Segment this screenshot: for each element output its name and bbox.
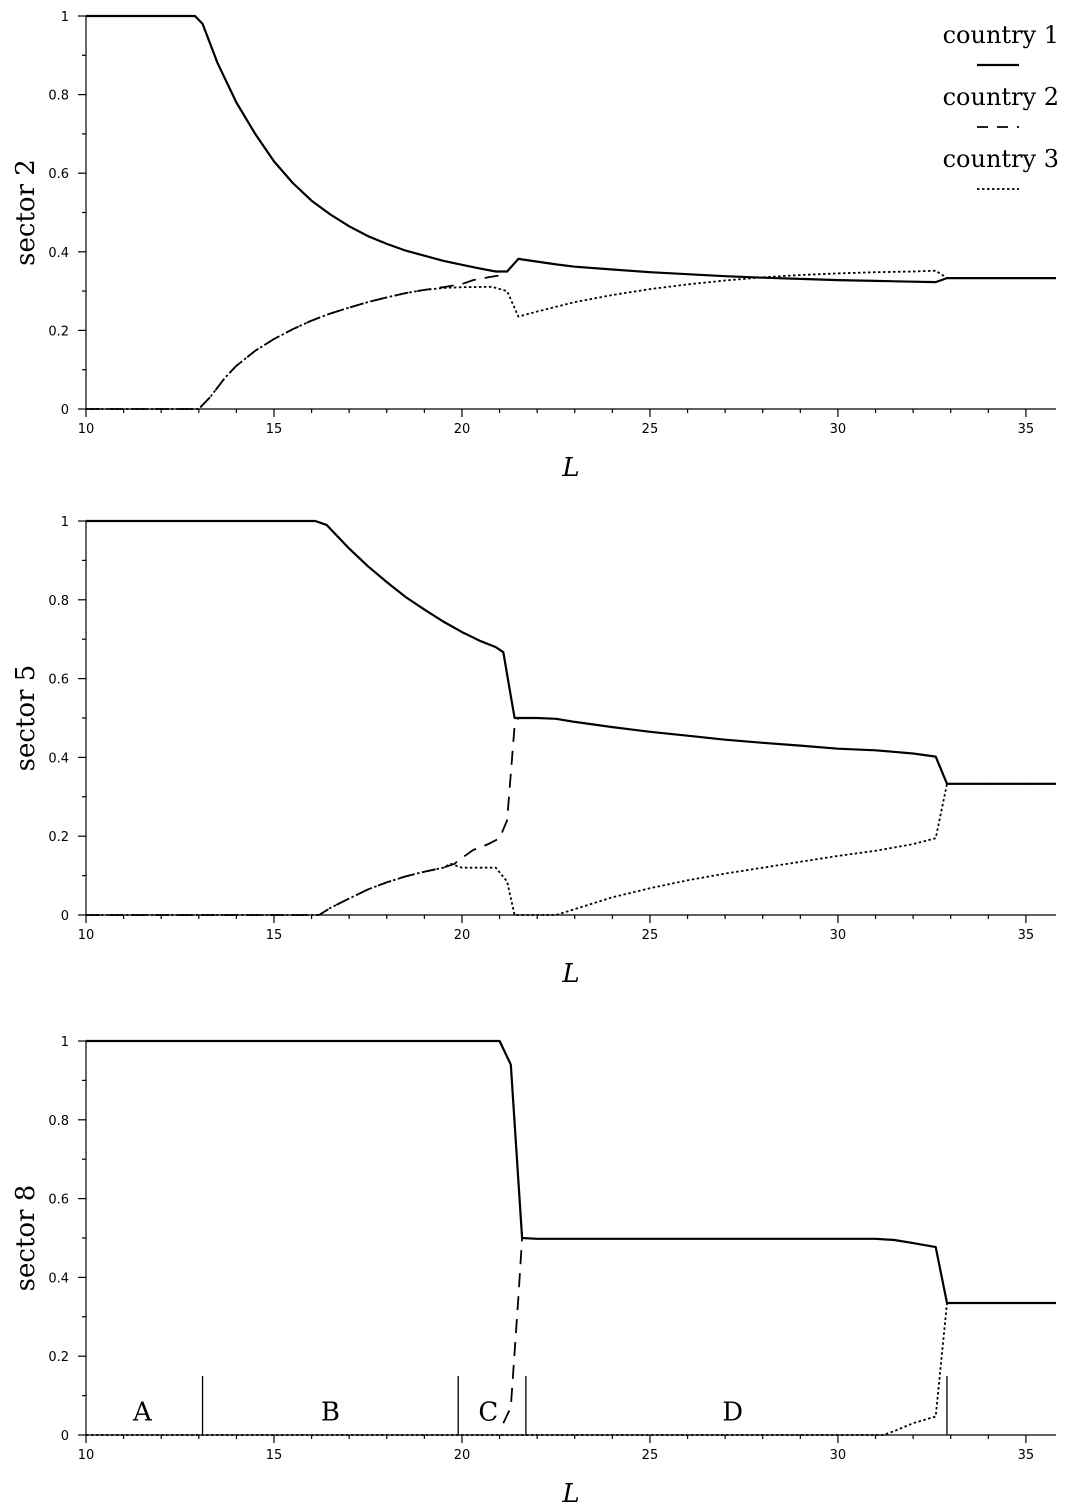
y-tick-label: 0.2 bbox=[48, 1350, 69, 1365]
y-axis-title: sector 5 bbox=[11, 665, 41, 772]
region-label: D bbox=[722, 1397, 743, 1427]
series-line-solid bbox=[86, 14, 1056, 284]
y-tick-label: 0.4 bbox=[48, 1271, 69, 1286]
x-tick-label: 30 bbox=[830, 422, 847, 437]
series-line-solid bbox=[86, 1039, 1056, 1305]
y-tick-label: 0.4 bbox=[48, 246, 69, 261]
region-label: A bbox=[132, 1397, 153, 1427]
x-tick-label: 35 bbox=[1018, 422, 1035, 437]
chart-panel-1: 10 15 20 25 30 35 0 0.2 0.4 0.6 0.8 1 sector 2 Lcount… bbox=[11, 10, 1059, 483]
x-tick-label: 15 bbox=[266, 1448, 283, 1463]
region-label: B bbox=[321, 1397, 340, 1427]
y-tick-label: 0.8 bbox=[48, 594, 69, 609]
y-tick-label: 0.6 bbox=[48, 673, 69, 688]
legend: country 1 country 2 country 3 bbox=[943, 21, 1059, 190]
y-axis-title: sector 8 bbox=[11, 1185, 41, 1292]
y-tick-label: 0.6 bbox=[48, 167, 69, 182]
series-line-dashed bbox=[86, 274, 500, 410]
x-tick-label: 15 bbox=[266, 928, 283, 943]
legend-label: country 3 bbox=[943, 145, 1059, 173]
chart-panel-3: 10 15 20 25 30 35 0 0.2 0.4 0.6 0.8 1 sector 8 L A B C D bbox=[11, 1035, 1056, 1504]
x-tick-label: 25 bbox=[642, 928, 659, 943]
series-line-dotted bbox=[86, 1302, 1056, 1436]
y-tick-label: 0.8 bbox=[48, 89, 69, 104]
y-tick-label: 1 bbox=[61, 515, 69, 530]
legend-label: country 2 bbox=[943, 83, 1059, 111]
y-axis-title: sector 2 bbox=[11, 159, 41, 266]
x-tick-label: 25 bbox=[642, 1448, 659, 1463]
x-axis-title: L bbox=[561, 1479, 579, 1504]
y-tick-label: 0 bbox=[61, 909, 69, 924]
series-line-dotted bbox=[86, 269, 1056, 410]
series-line-dashed bbox=[86, 717, 520, 916]
x-tick-label: 20 bbox=[454, 422, 471, 437]
series-line-dotted bbox=[86, 782, 1056, 916]
y-tick-label: 0.2 bbox=[48, 324, 69, 339]
x-tick-label: 20 bbox=[454, 928, 471, 943]
x-tick-label: 35 bbox=[1018, 1448, 1035, 1463]
x-tick-label: 30 bbox=[830, 928, 847, 943]
y-tick-label: 1 bbox=[61, 10, 69, 25]
y-tick-label: 0.8 bbox=[48, 1114, 69, 1129]
series-line-dashed bbox=[502, 1237, 523, 1424]
x-axis-title: L bbox=[561, 959, 579, 989]
y-tick-label: 0 bbox=[61, 1429, 69, 1444]
x-tick-label: 10 bbox=[78, 1448, 95, 1463]
series-line-solid bbox=[86, 519, 1056, 785]
x-tick-label: 25 bbox=[642, 422, 659, 437]
region-label: C bbox=[478, 1397, 498, 1427]
y-tick-label: 1 bbox=[61, 1035, 69, 1050]
y-tick-label: 0.6 bbox=[48, 1193, 69, 1208]
y-tick-label: 0 bbox=[61, 403, 69, 418]
x-tick-label: 30 bbox=[830, 1448, 847, 1463]
y-tick-label: 0.4 bbox=[48, 751, 69, 766]
x-tick-label: 20 bbox=[454, 1448, 471, 1463]
y-tick-label: 0.2 bbox=[48, 830, 69, 845]
chart-panel-2: 10 15 20 25 30 35 0 0.2 0.4 0.6 0.8 1 sector 5 L bbox=[11, 515, 1056, 989]
x-tick-label: 35 bbox=[1018, 928, 1035, 943]
x-tick-label: 15 bbox=[266, 422, 283, 437]
x-tick-label: 10 bbox=[78, 928, 95, 943]
legend-label: country 1 bbox=[943, 21, 1059, 49]
x-axis-title: L bbox=[561, 453, 579, 483]
x-tick-label: 10 bbox=[78, 422, 95, 437]
